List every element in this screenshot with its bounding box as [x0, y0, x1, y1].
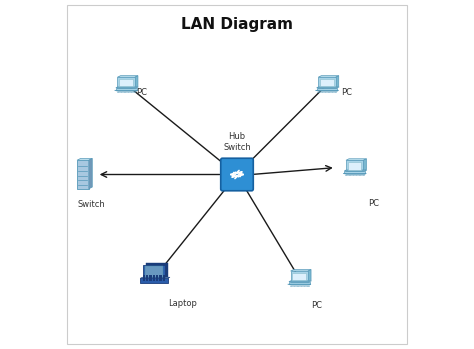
Polygon shape: [343, 173, 366, 174]
Bar: [149, 279, 152, 281]
Polygon shape: [315, 90, 338, 91]
Text: PC: PC: [137, 88, 147, 97]
Bar: [146, 275, 148, 278]
Polygon shape: [115, 90, 138, 91]
FancyBboxPatch shape: [221, 158, 253, 191]
Bar: [163, 275, 165, 278]
Bar: [153, 279, 155, 281]
Bar: [153, 275, 155, 278]
FancyBboxPatch shape: [119, 79, 133, 87]
Bar: [149, 275, 152, 278]
FancyBboxPatch shape: [317, 88, 337, 90]
Text: LAN Diagram: LAN Diagram: [181, 17, 293, 32]
FancyBboxPatch shape: [116, 88, 137, 90]
Bar: [159, 279, 162, 281]
FancyBboxPatch shape: [77, 160, 89, 189]
FancyBboxPatch shape: [289, 282, 310, 284]
Polygon shape: [364, 159, 366, 171]
FancyBboxPatch shape: [143, 265, 165, 279]
FancyBboxPatch shape: [347, 162, 362, 170]
Bar: [156, 279, 158, 281]
FancyBboxPatch shape: [140, 279, 168, 283]
Polygon shape: [116, 87, 138, 88]
Polygon shape: [319, 76, 339, 77]
Polygon shape: [346, 159, 366, 160]
FancyBboxPatch shape: [319, 77, 336, 88]
Polygon shape: [140, 277, 170, 279]
Text: PC: PC: [369, 199, 380, 208]
Text: Switch: Switch: [78, 200, 106, 209]
Polygon shape: [317, 87, 339, 88]
Polygon shape: [336, 76, 339, 88]
Polygon shape: [135, 76, 138, 88]
Polygon shape: [308, 269, 311, 282]
Bar: [156, 275, 158, 278]
FancyBboxPatch shape: [320, 79, 334, 87]
Bar: [143, 275, 145, 278]
Polygon shape: [118, 76, 138, 77]
FancyBboxPatch shape: [118, 77, 135, 88]
Bar: [143, 279, 145, 281]
Polygon shape: [77, 158, 92, 160]
Polygon shape: [89, 158, 92, 189]
Text: Laptop: Laptop: [168, 299, 197, 308]
FancyBboxPatch shape: [346, 160, 364, 171]
Bar: [163, 279, 165, 281]
Polygon shape: [344, 170, 367, 171]
FancyBboxPatch shape: [291, 271, 308, 282]
FancyBboxPatch shape: [344, 171, 365, 173]
FancyBboxPatch shape: [145, 266, 163, 277]
Polygon shape: [146, 263, 168, 277]
Polygon shape: [288, 284, 311, 285]
Bar: [159, 275, 162, 278]
Polygon shape: [291, 269, 311, 271]
Polygon shape: [289, 281, 311, 282]
Text: PC: PC: [311, 301, 322, 310]
Text: PC: PC: [341, 88, 352, 97]
Text: Hub
Switch: Hub Switch: [223, 132, 251, 152]
FancyBboxPatch shape: [292, 273, 306, 280]
Bar: [146, 279, 148, 281]
